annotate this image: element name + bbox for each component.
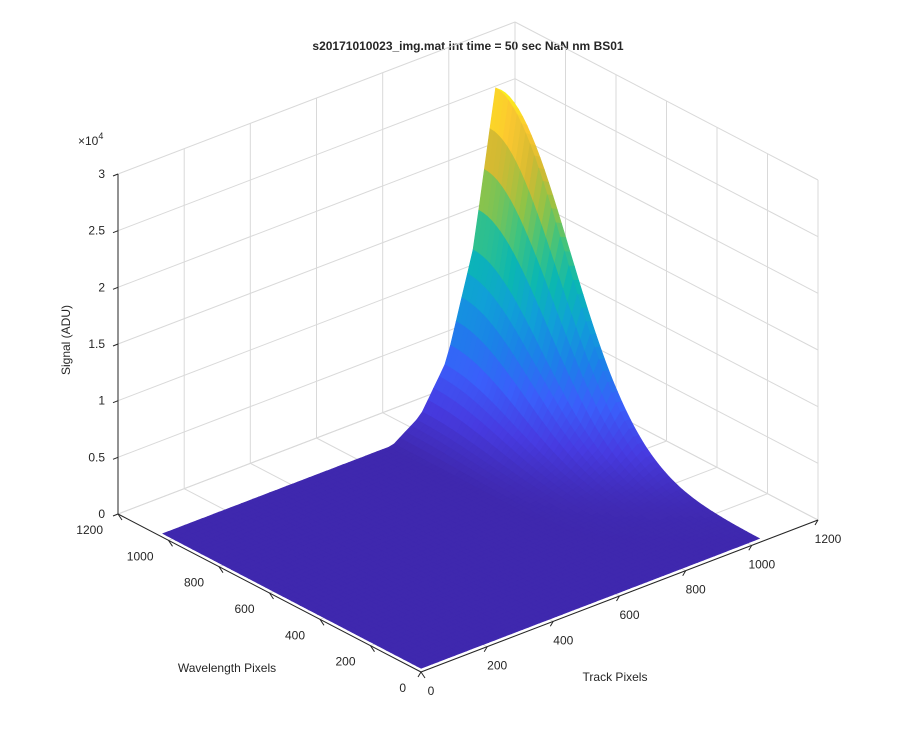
surface-patch (416, 663, 428, 669)
x-tick-mark (549, 621, 554, 627)
z-axis-label: Signal (ADU) (59, 305, 73, 375)
x-tick-label: 1200 (815, 532, 842, 546)
grid-line (514, 134, 819, 294)
x-axis-label: Track Pixels (583, 670, 648, 684)
x-tick-mark (417, 671, 422, 678)
y-axis-label: Wavelength Pixels (178, 661, 276, 675)
surface (162, 87, 761, 669)
x-tick-label: 800 (686, 583, 706, 597)
y-tick-mark (370, 645, 375, 652)
z-tick-label: 1.5 (88, 337, 105, 351)
x-tick-mark (682, 570, 687, 576)
x-tick-label: 200 (487, 659, 507, 673)
grid-line (117, 134, 516, 288)
z-tick-label: 2 (98, 280, 105, 294)
grid-line (117, 78, 516, 232)
z-tick-label: 1 (98, 394, 105, 408)
x-tick-label: 1000 (748, 557, 775, 571)
z-tick-mark (112, 173, 119, 177)
z-tick-mark (112, 286, 119, 290)
z-tick-label: 0.5 (88, 450, 105, 464)
z-exponent-label: ×104 (78, 131, 103, 148)
x-tick-label: 400 (553, 633, 573, 647)
y-tick-label: 1200 (76, 523, 103, 537)
z-tick-mark (112, 456, 119, 460)
z-tick-label: 0 (98, 507, 105, 521)
y-tick-label: 800 (184, 576, 204, 590)
grid-line (117, 191, 516, 345)
y-tick-mark (168, 540, 173, 547)
x-tick-label: 0 (428, 684, 435, 698)
z-tick-mark (112, 343, 119, 347)
y-tick-label: 1000 (127, 549, 154, 563)
y-tick-label: 0 (399, 681, 406, 695)
x-tick-label: 600 (619, 608, 639, 622)
y-tick-label: 600 (234, 602, 254, 616)
y-tick-mark (117, 513, 123, 521)
grid-line (117, 304, 516, 458)
z-tick-mark (112, 513, 119, 517)
y-tick-mark (420, 671, 426, 679)
axes: 0200400600800100012000200400600800100012… (76, 167, 841, 698)
grid-line (117, 21, 516, 175)
x-tick-mark (483, 646, 488, 652)
grid-line (514, 21, 819, 181)
z-tick-label: 2.5 (88, 224, 105, 238)
grid-line (514, 191, 819, 351)
z-tick-mark (112, 230, 119, 234)
x-tick-mark (748, 545, 753, 551)
grid-line (514, 78, 819, 238)
y-tick-mark (218, 566, 224, 573)
x-tick-mark (616, 595, 620, 602)
x-tick-mark (814, 519, 819, 526)
y-tick-label: 200 (335, 655, 355, 669)
z-tick-label: 3 (98, 167, 105, 181)
chart-title: s20171010023_img.mat int time = 50 sec N… (312, 39, 624, 53)
y-tick-mark (319, 619, 325, 626)
y-tick-label: 400 (285, 628, 305, 642)
y-tick-mark (269, 592, 274, 600)
grid-line (117, 248, 516, 402)
z-tick-mark (112, 400, 119, 404)
